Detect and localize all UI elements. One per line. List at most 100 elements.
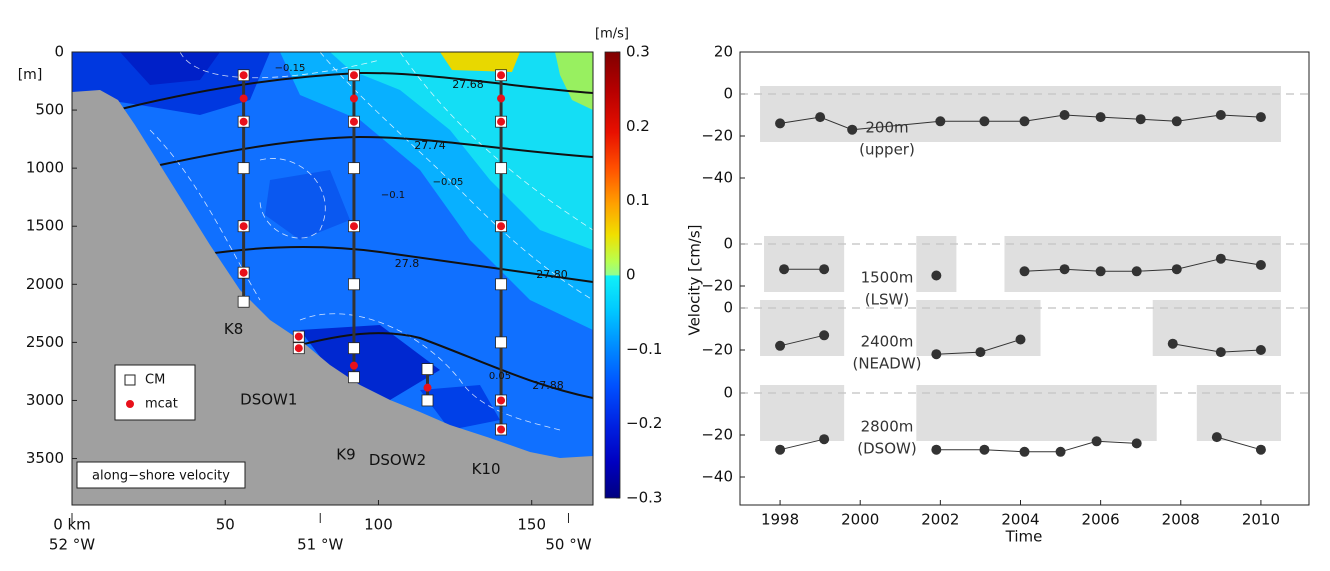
annual-mean [775,444,786,455]
y-tick-label: −40 [701,169,733,187]
mooring-label: K10 [472,460,501,478]
y-tick-label: 0 [54,43,64,61]
title-box [76,461,246,489]
annual-mean [1059,110,1070,120]
panel-label: (DSOW) [857,440,916,458]
x-tick-label: 2004 [1001,511,1039,529]
y-tick-label: −40 [701,468,733,486]
mcat-instrument [497,425,506,434]
contour-line [319,52,593,301]
annual-mean [1091,436,1102,447]
legend-marker [124,374,136,386]
annual-mean [979,444,990,455]
mcat-instrument [497,396,506,405]
annual-mean [1131,438,1142,449]
annual-mean [1059,264,1070,275]
isopycnal-line [299,332,593,399]
contour-label: −0.05 [433,177,464,188]
cm-instrument [421,363,434,376]
annual-mean [1215,347,1226,358]
y-tick-label: 1500 [26,217,64,235]
panel-title: along−shore velocity [92,469,230,484]
mcat-instrument [349,94,358,103]
isopycnal-line [159,135,593,166]
mcat-instrument [349,71,358,80]
annual-mean [1019,446,1030,457]
mcat-instrument [497,222,506,231]
lon-tick-label: 52 °W [49,536,95,554]
mcat-instrument [497,117,506,126]
mcat-instrument [497,71,506,80]
y-tick-label: 20 [714,43,733,61]
x-tick-label: 2000 [841,511,879,529]
annual-mean [1255,444,1266,455]
annual-mean [1019,116,1030,127]
isopycnal-label: 27.8 [395,257,420,270]
field-region [265,170,350,240]
mooring-label: K9 [336,446,355,464]
annual-mean-line [1216,436,1262,451]
lon-tick-label: 51 °W [297,536,343,554]
bathymetry [72,90,593,505]
field-region [300,325,440,400]
mcat-instrument [349,361,358,370]
annual-mean [775,118,786,129]
panel-label: (NEADW) [852,355,921,373]
x-tick-label: 2008 [1162,511,1200,529]
annual-mean [819,434,830,445]
y-axis-label: Velocity [cm/s] [686,224,704,335]
plot-frame [71,51,594,506]
y-tick-label: 500 [35,101,64,119]
annual-mean [1131,266,1142,277]
contour-line [399,52,593,231]
field-region [440,52,520,72]
x-tick-label: 50 [216,516,235,534]
raw-record-envelope [760,86,1281,142]
panel-label: 2400m [861,333,914,351]
cm-instrument [237,162,250,175]
legend-marker [126,400,134,408]
annual-mean [1255,345,1266,355]
annual-mean-line [936,440,1137,453]
y-tick-label: −20 [701,426,733,444]
mcat-instrument [349,117,358,126]
raw-record-envelope [916,385,1157,441]
isopycnal-label: 27.88 [532,379,564,392]
annual-mean [815,112,826,123]
raw-record-envelope [1196,385,1281,441]
contour-label: −0.1 [381,190,405,201]
x-tick-label: 2010 [1242,511,1280,529]
x-tick-label: 0 km [53,516,91,534]
timeseries-panel: Velocity [cm/s] Time 1998 2000 2002 2004 200… [686,43,1310,546]
isopycnal-label: 27.80 [536,268,568,281]
panel-label: 200m [865,119,908,137]
colorbar-label: [m/s] [595,27,629,42]
mcat-instrument [239,268,248,277]
field-region [120,52,220,85]
colorbar-tick-label: −0.2 [626,414,662,432]
y-tick-label: 0 [723,299,733,317]
raw-record-envelope [764,236,845,292]
y-tick-label: 1000 [26,159,64,177]
y-tick-label: 0 [723,85,733,103]
colorbar-tick-label: 0.3 [626,43,650,61]
panel-label: 1500m [861,269,914,287]
mooring-label: K8 [224,320,243,338]
raw-record-envelope [760,300,845,356]
isopycnal-label: 27.68 [452,78,484,91]
raw-record-envelope [1004,236,1281,292]
annual-mean [1019,266,1030,277]
velocity-contours [149,52,593,431]
y-axis-unit: [m] [18,67,43,83]
contour-line [179,52,381,79]
mcat-instrument [239,117,248,126]
cm-instrument [495,162,507,175]
y-tick-label: 0 [723,384,733,402]
annual-mean [779,264,790,275]
annual-mean [775,340,786,351]
mcat-instrument [239,222,248,231]
annual-mean [1167,338,1178,349]
annual-mean [935,116,946,127]
